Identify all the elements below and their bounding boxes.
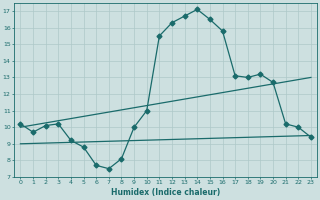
X-axis label: Humidex (Indice chaleur): Humidex (Indice chaleur): [111, 188, 220, 197]
